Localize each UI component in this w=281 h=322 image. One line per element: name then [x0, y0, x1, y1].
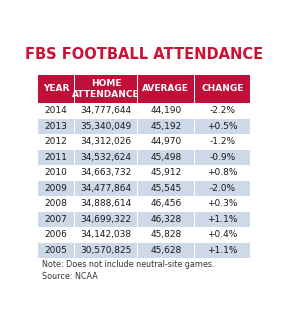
FancyBboxPatch shape [38, 228, 74, 242]
FancyBboxPatch shape [138, 166, 194, 180]
Text: AVERAGE: AVERAGE [142, 84, 189, 93]
Text: 2008: 2008 [45, 199, 67, 208]
Text: 46,328: 46,328 [150, 215, 182, 224]
Text: 2007: 2007 [45, 215, 67, 224]
Text: 30,570,825: 30,570,825 [80, 246, 132, 255]
FancyBboxPatch shape [75, 150, 137, 165]
FancyBboxPatch shape [38, 104, 74, 118]
FancyBboxPatch shape [75, 166, 137, 180]
Text: -2.2%: -2.2% [209, 106, 235, 115]
FancyBboxPatch shape [195, 119, 250, 134]
Text: 34,477,864: 34,477,864 [81, 184, 132, 193]
FancyBboxPatch shape [138, 135, 194, 149]
Text: 34,312,026: 34,312,026 [81, 137, 132, 146]
FancyBboxPatch shape [195, 135, 250, 149]
Text: +0.3%: +0.3% [207, 199, 238, 208]
FancyBboxPatch shape [75, 104, 137, 118]
Text: 45,912: 45,912 [150, 168, 182, 177]
FancyBboxPatch shape [195, 75, 250, 103]
FancyBboxPatch shape [38, 181, 74, 195]
FancyBboxPatch shape [138, 196, 194, 211]
Text: +1.1%: +1.1% [207, 215, 238, 224]
Text: 2006: 2006 [45, 230, 67, 239]
Text: 45,192: 45,192 [150, 122, 182, 131]
FancyBboxPatch shape [38, 150, 74, 165]
Text: 2009: 2009 [45, 184, 67, 193]
FancyBboxPatch shape [195, 212, 250, 227]
FancyBboxPatch shape [38, 243, 74, 258]
FancyBboxPatch shape [138, 150, 194, 165]
FancyBboxPatch shape [195, 166, 250, 180]
Text: +1.1%: +1.1% [207, 246, 238, 255]
Text: 34,777,644: 34,777,644 [81, 106, 132, 115]
FancyBboxPatch shape [138, 228, 194, 242]
FancyBboxPatch shape [38, 212, 74, 227]
Text: 2014: 2014 [45, 106, 67, 115]
Text: 35,340,049: 35,340,049 [80, 122, 132, 131]
Text: CHANGE: CHANGE [201, 84, 244, 93]
Text: HOME
ATTENDANCE: HOME ATTENDANCE [72, 79, 140, 99]
Text: FBS FOOTBALL ATTENDANCE: FBS FOOTBALL ATTENDANCE [25, 47, 263, 62]
Text: +0.4%: +0.4% [207, 230, 238, 239]
FancyBboxPatch shape [75, 135, 137, 149]
Text: 45,545: 45,545 [150, 184, 182, 193]
FancyBboxPatch shape [38, 166, 74, 180]
Text: 2005: 2005 [45, 246, 67, 255]
FancyBboxPatch shape [38, 119, 74, 134]
FancyBboxPatch shape [75, 243, 137, 258]
Text: 34,532,624: 34,532,624 [81, 153, 132, 162]
FancyBboxPatch shape [75, 212, 137, 227]
FancyBboxPatch shape [138, 243, 194, 258]
Text: 34,699,322: 34,699,322 [81, 215, 132, 224]
FancyBboxPatch shape [75, 181, 137, 195]
Text: -2.0%: -2.0% [209, 184, 235, 193]
Text: 2010: 2010 [45, 168, 67, 177]
FancyBboxPatch shape [138, 104, 194, 118]
Text: 34,663,732: 34,663,732 [80, 168, 132, 177]
FancyBboxPatch shape [75, 75, 137, 103]
Text: Note: Does not include neutral-site games.
Source: NCAA: Note: Does not include neutral-site game… [42, 260, 214, 280]
Text: 45,828: 45,828 [150, 230, 182, 239]
FancyBboxPatch shape [75, 119, 137, 134]
FancyBboxPatch shape [75, 196, 137, 211]
FancyBboxPatch shape [38, 196, 74, 211]
Text: 45,498: 45,498 [150, 153, 182, 162]
FancyBboxPatch shape [38, 135, 74, 149]
Text: 2011: 2011 [45, 153, 67, 162]
Text: -1.2%: -1.2% [209, 137, 235, 146]
Text: YEAR: YEAR [43, 84, 69, 93]
FancyBboxPatch shape [195, 196, 250, 211]
FancyBboxPatch shape [195, 243, 250, 258]
FancyBboxPatch shape [195, 228, 250, 242]
FancyBboxPatch shape [138, 212, 194, 227]
Text: -0.9%: -0.9% [209, 153, 235, 162]
Text: 46,456: 46,456 [150, 199, 182, 208]
FancyBboxPatch shape [195, 150, 250, 165]
Text: 44,190: 44,190 [150, 106, 182, 115]
FancyBboxPatch shape [38, 75, 74, 103]
FancyBboxPatch shape [195, 104, 250, 118]
Text: 44,970: 44,970 [150, 137, 182, 146]
FancyBboxPatch shape [195, 181, 250, 195]
Text: 2012: 2012 [45, 137, 67, 146]
Text: +0.8%: +0.8% [207, 168, 238, 177]
Text: +0.5%: +0.5% [207, 122, 238, 131]
Text: 34,888,614: 34,888,614 [80, 199, 132, 208]
FancyBboxPatch shape [138, 181, 194, 195]
Text: 45,628: 45,628 [150, 246, 182, 255]
Text: 2013: 2013 [45, 122, 67, 131]
FancyBboxPatch shape [138, 75, 194, 103]
Text: 34,142,038: 34,142,038 [81, 230, 132, 239]
FancyBboxPatch shape [138, 119, 194, 134]
FancyBboxPatch shape [75, 228, 137, 242]
